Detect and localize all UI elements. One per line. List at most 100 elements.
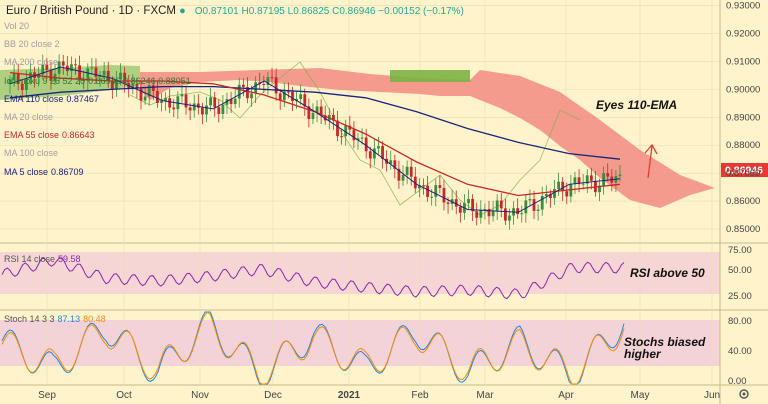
- rsi-y-tick-label: 25.00: [728, 291, 752, 302]
- annotation-rsi: RSI above 50: [630, 266, 705, 280]
- candle-body: [589, 175, 593, 181]
- candle-body: [516, 208, 520, 215]
- candle-body: [237, 84, 241, 99]
- candle-body: [438, 185, 442, 188]
- stoch-y-tick-label: 0.00: [728, 376, 747, 387]
- indicator-legend-item[interactable]: EMA 55 close 0.86643: [4, 130, 95, 141]
- candle-body: [618, 174, 622, 177]
- indicator-legend-item[interactable]: MA 100 close: [4, 148, 59, 159]
- candle-body: [151, 85, 155, 92]
- candle-body: [303, 94, 307, 107]
- candle-body: [278, 93, 282, 101]
- candle-body: [422, 185, 425, 187]
- stoch-y-tick-label: 40.00: [728, 346, 752, 357]
- candle-body: [442, 187, 446, 203]
- candle-body: [192, 103, 196, 111]
- candle-body: [172, 107, 176, 110]
- candle-body: [458, 206, 462, 213]
- candle-body: [209, 97, 213, 106]
- candle-body: [467, 198, 470, 204]
- indicator-legend-item[interactable]: MA 20 close: [4, 112, 54, 122]
- svg-text:0.86946: 0.86946: [725, 165, 763, 177]
- price-tag: 0.86946: [721, 163, 768, 177]
- candle-body: [8, 79, 12, 84]
- up-arrow-icon: [644, 143, 658, 179]
- candle-body: [430, 196, 434, 198]
- candle-body: [532, 199, 536, 211]
- candle-body: [508, 215, 511, 221]
- candle-body: [393, 160, 397, 169]
- candle-body: [74, 64, 77, 66]
- candle-body: [573, 177, 577, 185]
- candle-body: [20, 83, 24, 90]
- candles: [8, 54, 622, 230]
- candle-body: [356, 138, 360, 141]
- settings-gear-icon[interactable]: [739, 389, 749, 399]
- x-tick-label: Mar: [476, 390, 494, 401]
- candle-body: [389, 160, 393, 164]
- candle-body: [106, 70, 110, 82]
- candle-body: [364, 137, 368, 152]
- candle-body: [164, 98, 167, 101]
- candle-body: [86, 68, 90, 81]
- candle-body: [270, 77, 274, 79]
- candle-body: [561, 181, 565, 192]
- indicator-legend-item[interactable]: EMA 110 close 0.87467: [4, 93, 99, 104]
- candle-body: [397, 168, 401, 181]
- x-tick-label: Feb: [411, 390, 429, 401]
- candle-body: [282, 91, 286, 101]
- candle-body: [602, 173, 606, 186]
- candle-body: [221, 104, 225, 115]
- candle-body: [417, 185, 421, 189]
- candle-body: [12, 72, 16, 80]
- status-dot-icon: ●: [179, 5, 186, 17]
- indicator-legend-item[interactable]: MA 200 close: [4, 57, 59, 68]
- candle-body: [471, 198, 475, 212]
- candle-body: [581, 183, 585, 185]
- x-tick-label: Oct: [116, 390, 132, 401]
- candle-body: [266, 77, 270, 86]
- x-tick-label: Nov: [191, 390, 209, 401]
- y-tick-label: 0.88000: [726, 140, 760, 151]
- series-line-ma-5-close: [9, 66, 621, 213]
- candle-body: [78, 65, 81, 80]
- y-tick-label: 0.90000: [726, 84, 760, 95]
- symbol-title: Euro / British Pound · 1D · FXCM: [6, 5, 176, 17]
- candle-body: [254, 82, 258, 94]
- candle-body: [520, 213, 524, 215]
- x-tick-label: 2021: [338, 390, 361, 401]
- candle-body: [119, 72, 122, 80]
- candle-body: [499, 200, 503, 209]
- candle-body: [352, 129, 356, 141]
- indicator-legend-item[interactable]: BB 20 close 2: [4, 39, 60, 50]
- candle-body: [372, 148, 376, 159]
- ichimoku-cloud-bull-2: [390, 70, 470, 82]
- candle-body: [405, 166, 409, 175]
- candle-body: [110, 81, 114, 90]
- stoch-d-line: [1, 311, 625, 385]
- candle-body: [479, 209, 483, 218]
- candle-body: [61, 61, 65, 66]
- candle-body: [315, 106, 319, 113]
- indicator-legend-item[interactable]: MA 5 close 0.86709: [4, 166, 84, 177]
- candle-body: [160, 100, 163, 103]
- x-tick-label: Apr: [558, 390, 574, 401]
- candle-body: [323, 115, 327, 121]
- candle-body: [377, 146, 380, 149]
- indicator-legend-item[interactable]: Ichimoku 9 26 52 26 0.86946 0.86246 0.880…: [4, 75, 191, 86]
- indicator-legend-item[interactable]: Vol 20: [4, 21, 30, 31]
- candle-body: [250, 93, 253, 99]
- candle-body: [41, 64, 45, 75]
- candle-body: [24, 78, 28, 90]
- candle-body: [90, 67, 94, 69]
- candle-body: [344, 125, 348, 137]
- candle-body: [528, 199, 532, 201]
- candle-body: [495, 200, 499, 211]
- candle-body: [184, 94, 188, 108]
- candle-body: [401, 174, 405, 181]
- candle-body: [94, 67, 98, 77]
- candle-body: [131, 84, 135, 90]
- candle-body: [606, 173, 610, 177]
- candle-body: [143, 96, 147, 101]
